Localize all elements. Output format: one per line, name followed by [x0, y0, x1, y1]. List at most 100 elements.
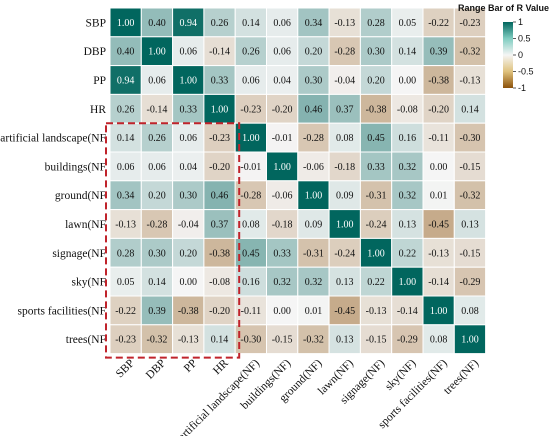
- row-label: buildings(NF: [45, 161, 106, 173]
- column-label: PP: [182, 357, 200, 375]
- heatmap-cell: [328, 122, 361, 153]
- cell-value-label: 0.22: [399, 248, 417, 259]
- heatmap-cell: [391, 93, 424, 124]
- heatmap-cell: [297, 209, 330, 239]
- heatmap-cell: [203, 180, 236, 211]
- cell-value-label: 1.00: [211, 104, 229, 115]
- cell-value-label: 0.13: [461, 220, 479, 231]
- cell-value-label: -0.08: [209, 277, 230, 288]
- heatmap-cell: [328, 36, 361, 67]
- cell-value-label: 0.08: [461, 306, 479, 317]
- cell-value-label: -0.14: [428, 277, 449, 288]
- cell-value-label: 0.46: [211, 191, 229, 202]
- cell-value-label: -0.15: [272, 335, 293, 346]
- cell-value-label: 0.20: [367, 76, 385, 87]
- heatmap-cell: [109, 93, 142, 124]
- cell-value-label: 0.01: [430, 191, 448, 202]
- heatmap-cell: [266, 237, 299, 268]
- cell-value-label: -0.06: [272, 191, 293, 202]
- legend: Range Bar of R Value 1 0.5 0 -0.5 -1: [458, 3, 549, 93]
- cell-value-label: 0.08: [242, 220, 260, 231]
- heatmap-cell: [422, 36, 455, 67]
- row-label: artificial landscape(NF: [0, 133, 106, 145]
- row-label: HR: [90, 104, 106, 116]
- cell-value-label: -0.13: [115, 220, 136, 231]
- cell-value-label: -0.20: [272, 104, 293, 115]
- legend-colorbar: [503, 22, 513, 88]
- cell-value-label: 0.08: [336, 133, 354, 144]
- heatmap-cell: [266, 180, 299, 211]
- cell-value-label: -0.31: [303, 248, 324, 259]
- heatmap-cell: [328, 295, 361, 326]
- cell-value-label: 1.00: [336, 220, 354, 231]
- cell-value-label: 0.30: [180, 191, 198, 202]
- heatmap-cell: [234, 122, 267, 153]
- cell-value-label: 0.05: [399, 18, 417, 29]
- cell-value-label: 0.04: [273, 76, 291, 87]
- row-label: trees(NF: [66, 334, 106, 346]
- heatmap-cell: [391, 324, 424, 355]
- row-label: SBP: [86, 17, 106, 29]
- cell-value-label: -0.22: [115, 306, 136, 317]
- column-label: trees(NF): [442, 357, 482, 397]
- cell-value-label: 0.13: [336, 277, 354, 288]
- cell-value-label: 0.33: [367, 162, 385, 173]
- heatmap-cell: [453, 36, 487, 67]
- cell-value-label: 0.09: [336, 191, 354, 202]
- heatmap-cell: [172, 295, 205, 326]
- cell-value-label: 0.09: [305, 220, 323, 231]
- heatmap-cell: [172, 65, 205, 95]
- cell-value-label: -0.13: [178, 335, 199, 346]
- cell-value-label: 0.00: [180, 277, 198, 288]
- heatmap-cell: [391, 180, 424, 211]
- cell-value-label: 0.06: [180, 47, 198, 58]
- row-label: PP: [93, 75, 106, 87]
- heatmap-cell: [234, 180, 267, 211]
- cell-value-label: 0.00: [430, 162, 448, 173]
- cell-value-label: -0.04: [334, 76, 355, 87]
- heatmap-cell: [109, 122, 142, 153]
- heatmap-cell: [203, 266, 236, 297]
- heatmap-cell: [391, 7, 424, 38]
- cell-value-label: 0.00: [399, 76, 417, 87]
- cell-value-label: 0.30: [148, 248, 166, 259]
- heatmap-cell: [234, 65, 267, 95]
- cell-value-label: -0.38: [209, 248, 230, 259]
- cell-value-label: -0.28: [147, 220, 168, 231]
- cell-value-label: 0.40: [117, 47, 135, 58]
- heatmap-cell: [422, 122, 455, 153]
- cell-value-label: -0.15: [460, 248, 481, 259]
- heatmap-cell: [328, 151, 361, 182]
- cell-value-label: 0.94: [180, 18, 198, 29]
- cell-value-label: 1.00: [242, 133, 260, 144]
- cell-value-label: -0.38: [178, 306, 199, 317]
- cell-value-label: 0.34: [117, 191, 135, 202]
- heatmap-cell: [422, 209, 455, 239]
- cell-value-label: 0.30: [305, 76, 323, 87]
- heatmap-cell: [266, 7, 299, 38]
- cell-value-label: 0.06: [273, 18, 291, 29]
- heatmap-cell: [297, 266, 330, 297]
- heatmap-cell: [359, 36, 393, 67]
- heatmap-cell: [140, 237, 174, 268]
- cell-value-label: -0.28: [303, 133, 324, 144]
- cell-value-label: -0.18: [272, 220, 293, 231]
- highlight-box: [105, 122, 241, 359]
- heatmap-cell: [453, 324, 487, 355]
- cell-value-label: -0.14: [397, 306, 418, 317]
- heatmap-cell: [109, 295, 142, 326]
- heatmap-cell: [359, 295, 393, 326]
- cell-value-label: -0.23: [240, 104, 261, 115]
- cell-value-label: -0.30: [460, 133, 481, 144]
- heatmap-cell: [266, 122, 299, 153]
- cell-value-label: -0.32: [303, 335, 324, 346]
- cell-value-label: 0.32: [399, 162, 417, 173]
- heatmap-cell: [109, 180, 142, 211]
- cell-value-label: 0.20: [305, 47, 323, 58]
- column-label: DBP: [144, 357, 168, 381]
- cell-value-label: -0.30: [240, 335, 261, 346]
- cell-value-label: 0.39: [430, 47, 448, 58]
- cell-value-label: -0.31: [366, 191, 387, 202]
- cell-value-label: 0.20: [148, 191, 166, 202]
- cell-value-label: -0.45: [428, 220, 449, 231]
